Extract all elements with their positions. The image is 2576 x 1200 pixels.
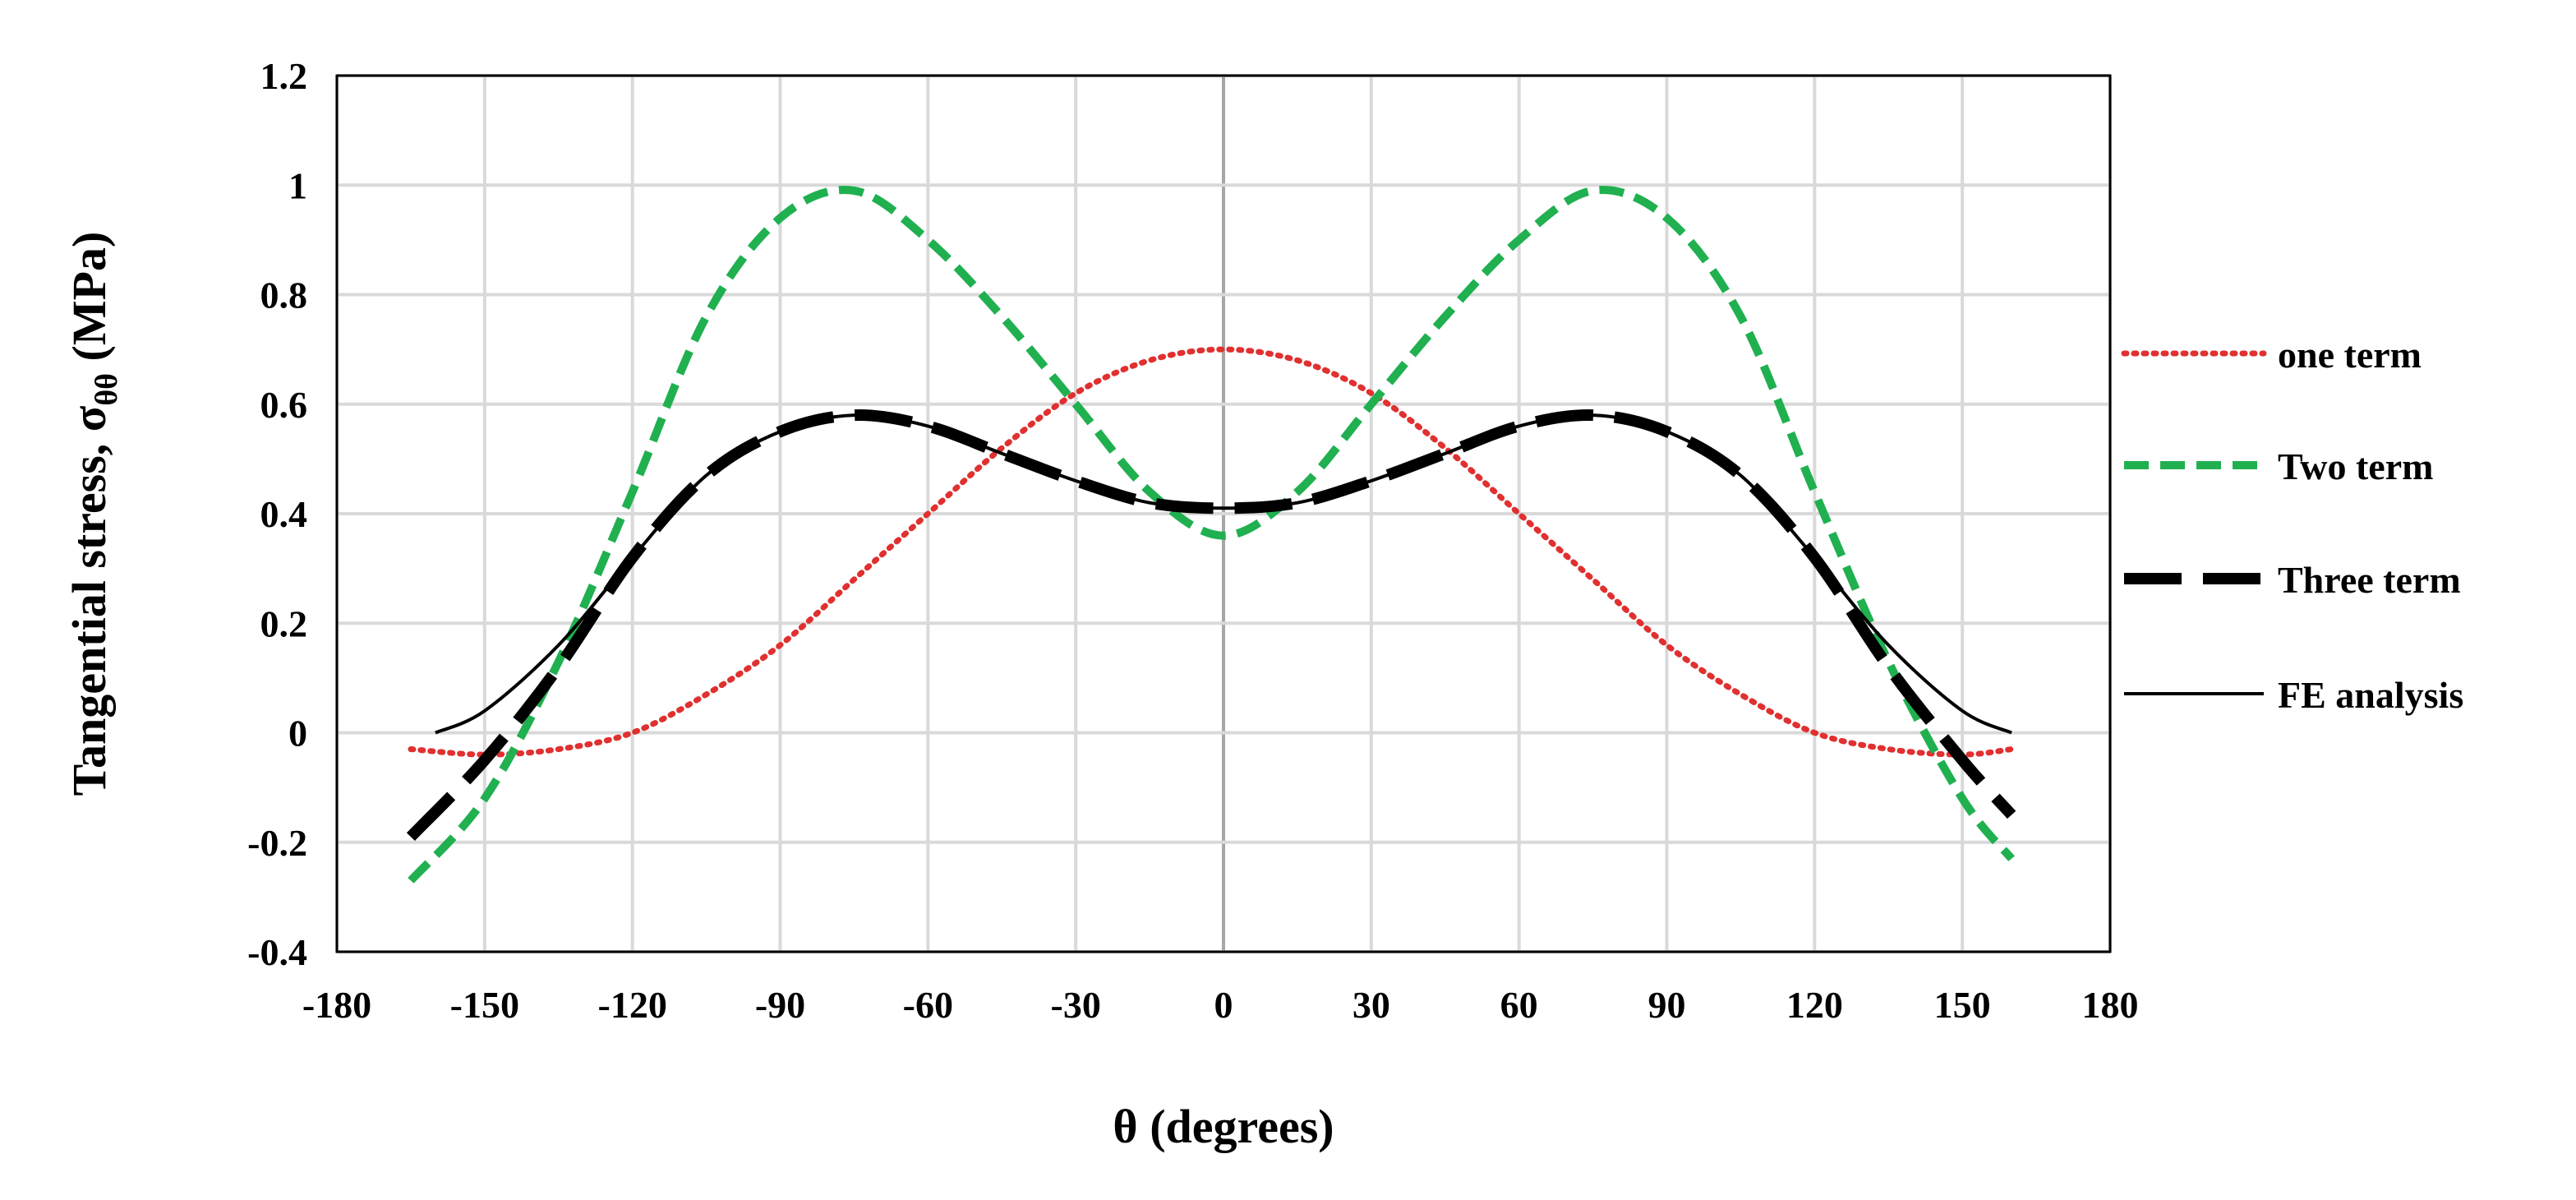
y-tick-label: 1	[288, 164, 307, 206]
legend-label: Three term	[2278, 559, 2461, 601]
series-line-three-term	[406, 408, 2016, 841]
x-axis-label: θ (degrees)	[1113, 1100, 1334, 1153]
plot-frame	[335, 74, 2112, 953]
y-tick-label: -0.4	[247, 931, 307, 973]
x-tick-label: 90	[1648, 984, 1686, 1026]
y-axis-label-unit: (MPa)	[62, 232, 116, 373]
x-tick-label: -150	[450, 984, 519, 1026]
x-tick-label: 30	[1353, 984, 1390, 1026]
x-tick-label: -60	[903, 984, 953, 1026]
y-tick-label: -0.2	[247, 822, 307, 864]
y-axis-label-main: Tangential stress, σ	[62, 405, 116, 796]
y-tick-labels: -0.4 -0.2 0 0.2 0.4 0.6 0.8 1 1.2	[247, 55, 307, 973]
x-tick-label: -90	[755, 984, 805, 1026]
legend: one term Two term Three term FE analysis	[2121, 334, 2463, 716]
y-tick-label: 0	[288, 713, 307, 755]
x-tick-label: 0	[1214, 984, 1233, 1026]
x-tick-label: -180	[302, 984, 371, 1026]
y-tick-label: 0.8	[260, 275, 308, 316]
series-line-two-term	[408, 186, 2015, 884]
x-tick-label: 60	[1500, 984, 1538, 1026]
legend-label: Two term	[2278, 445, 2433, 487]
grid-layer	[335, 74, 2112, 953]
x-tick-label: -30	[1051, 984, 1101, 1026]
legend-label: one term	[2278, 334, 2422, 376]
series-line-one-term	[408, 346, 2015, 758]
x-tick-label: 120	[1786, 984, 1843, 1026]
x-tick-label: 150	[1934, 984, 1991, 1026]
y-tick-label: 0.2	[260, 602, 308, 644]
x-tick-label: -120	[598, 984, 667, 1026]
series-layer	[406, 186, 2016, 884]
y-axis-label: Tangential stress, σθθ (MPa)	[62, 232, 124, 796]
y-tick-label: 1.2	[260, 55, 308, 97]
y-tick-label: 0.6	[260, 384, 308, 426]
legend-label: FE analysis	[2278, 674, 2463, 716]
x-tick-label: 180	[2082, 984, 2139, 1026]
series-line-fe-analysis	[435, 413, 2012, 735]
y-axis-label-subscript: θθ	[90, 373, 124, 406]
y-tick-label: 0.4	[260, 493, 308, 535]
x-tick-labels: -180 -150 -120 -90 -60 -30 0 30 60 90 120 150 180	[302, 984, 2139, 1026]
